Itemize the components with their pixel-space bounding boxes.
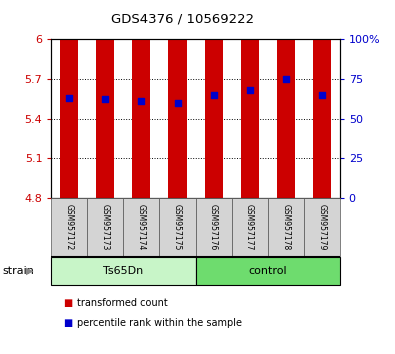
Text: GSM957173: GSM957173 <box>101 204 110 251</box>
Text: GSM957172: GSM957172 <box>65 204 74 251</box>
FancyBboxPatch shape <box>304 198 340 257</box>
FancyBboxPatch shape <box>196 257 340 285</box>
Point <box>66 95 73 101</box>
Bar <box>96 0 115 198</box>
Point <box>211 92 217 98</box>
Text: strain: strain <box>2 266 34 276</box>
FancyBboxPatch shape <box>87 198 123 257</box>
FancyBboxPatch shape <box>160 198 196 257</box>
Text: Ts65Dn: Ts65Dn <box>103 266 143 276</box>
Text: GSM957175: GSM957175 <box>173 204 182 251</box>
Point <box>246 87 253 93</box>
FancyBboxPatch shape <box>231 198 267 257</box>
Point <box>138 98 145 104</box>
Point <box>318 92 325 98</box>
Bar <box>276 0 295 198</box>
Bar <box>132 0 150 198</box>
Text: GSM957176: GSM957176 <box>209 204 218 251</box>
Text: control: control <box>248 266 287 276</box>
Text: GDS4376 / 10569222: GDS4376 / 10569222 <box>111 12 254 25</box>
FancyBboxPatch shape <box>123 198 160 257</box>
FancyBboxPatch shape <box>267 198 304 257</box>
Text: ■: ■ <box>63 298 72 308</box>
Point <box>174 100 181 105</box>
Text: percentile rank within the sample: percentile rank within the sample <box>77 318 242 328</box>
Bar <box>205 0 222 198</box>
Bar <box>241 0 259 198</box>
FancyBboxPatch shape <box>196 198 231 257</box>
Point <box>102 97 109 102</box>
FancyBboxPatch shape <box>51 257 196 285</box>
FancyBboxPatch shape <box>51 198 87 257</box>
Point <box>282 76 289 82</box>
Bar <box>313 0 331 198</box>
Text: ▶: ▶ <box>26 266 33 276</box>
Bar <box>60 0 78 198</box>
Text: GSM957174: GSM957174 <box>137 204 146 251</box>
Text: GSM957177: GSM957177 <box>245 204 254 251</box>
Text: GSM957179: GSM957179 <box>317 204 326 251</box>
Text: transformed count: transformed count <box>77 298 168 308</box>
Text: GSM957178: GSM957178 <box>281 204 290 251</box>
Bar <box>169 0 186 198</box>
Text: ■: ■ <box>63 318 72 328</box>
